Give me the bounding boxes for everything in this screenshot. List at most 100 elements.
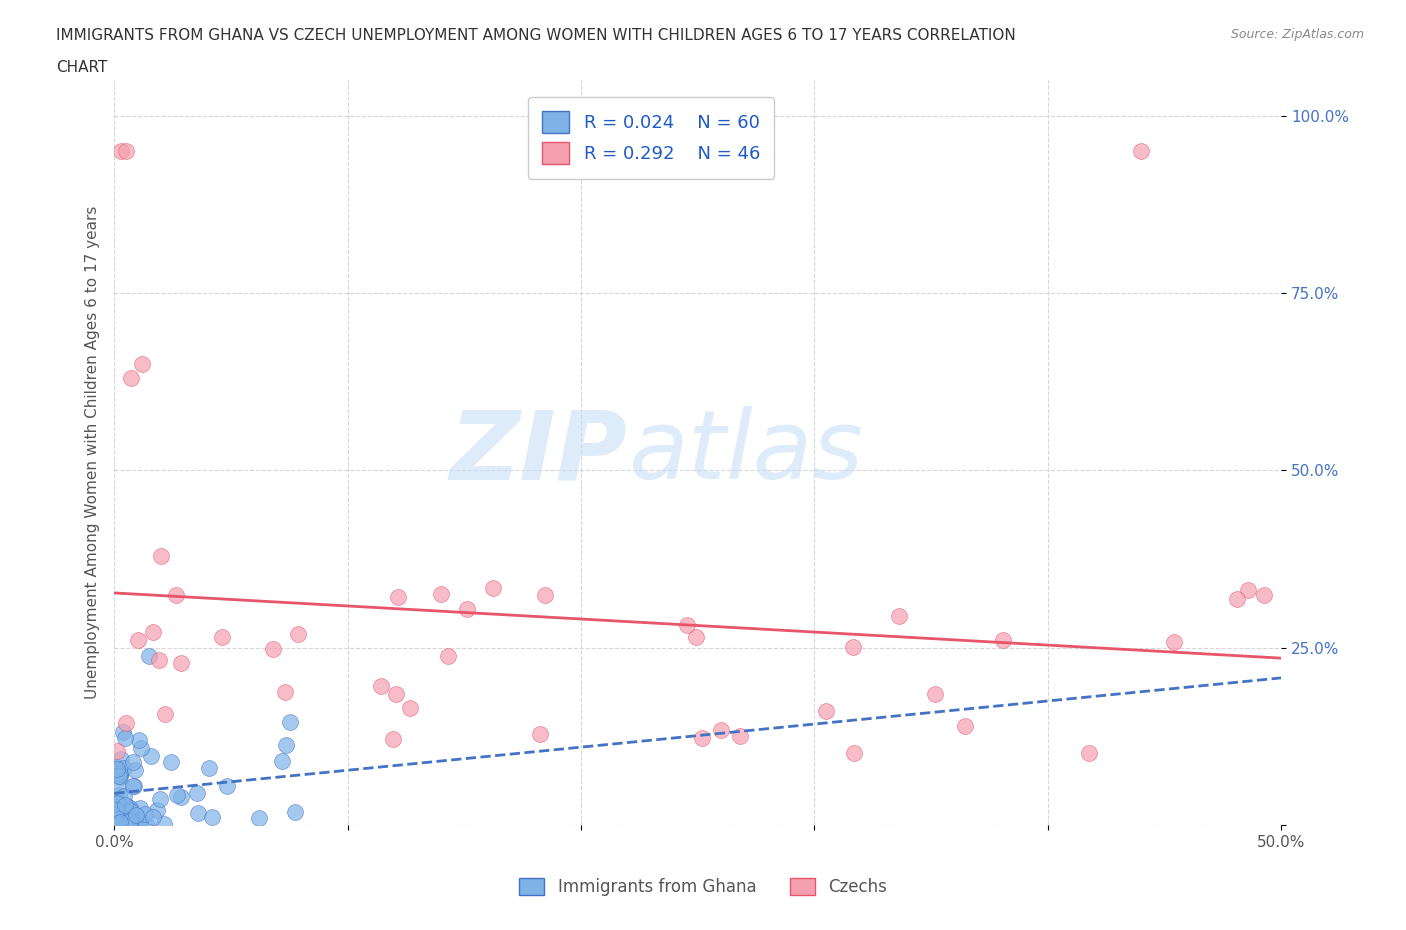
Point <box>262 642 284 657</box>
Point <box>129 813 152 828</box>
Point <box>121 754 143 769</box>
Point <box>142 624 165 639</box>
Point <box>1130 143 1153 158</box>
Point <box>815 704 838 719</box>
Point <box>842 639 865 654</box>
Text: CHART: CHART <box>56 60 108 75</box>
Point <box>685 630 707 644</box>
Point <box>482 580 505 595</box>
Point <box>398 701 420 716</box>
Point <box>112 760 135 775</box>
Point <box>115 816 138 830</box>
Point <box>274 684 297 699</box>
Point <box>108 766 131 781</box>
Point <box>215 778 238 793</box>
Legend: R = 0.024    N = 60, R = 0.292    N = 46: R = 0.024 N = 60, R = 0.292 N = 46 <box>527 97 775 179</box>
Point <box>270 753 292 768</box>
Point <box>159 754 181 769</box>
Point <box>287 627 309 642</box>
Point <box>125 807 148 822</box>
Point <box>456 602 478 617</box>
Point <box>166 588 188 603</box>
Point <box>105 812 128 827</box>
Point <box>135 817 157 831</box>
Point <box>112 802 135 817</box>
Point <box>128 733 150 748</box>
Point <box>129 740 152 755</box>
Point <box>108 769 131 784</box>
Point <box>105 744 128 759</box>
Point <box>211 629 233 644</box>
Point <box>276 737 298 752</box>
Point <box>118 801 141 816</box>
Point <box>105 792 128 807</box>
Point <box>114 797 136 812</box>
Point <box>124 815 146 830</box>
Point <box>110 766 132 781</box>
Point <box>730 729 752 744</box>
Point <box>690 730 713 745</box>
Point <box>529 726 551 741</box>
Point <box>120 371 142 386</box>
Point <box>114 731 136 746</box>
Point <box>170 790 193 804</box>
Point <box>1237 583 1260 598</box>
Point <box>112 789 135 804</box>
Point <box>534 588 557 603</box>
Point <box>153 817 176 832</box>
Point <box>111 724 134 739</box>
Point <box>120 804 142 818</box>
Point <box>108 804 131 819</box>
Point <box>1253 588 1275 603</box>
Point <box>993 633 1015 648</box>
Point <box>149 791 172 806</box>
Point <box>201 809 224 824</box>
Point <box>112 813 135 828</box>
Point <box>105 760 128 775</box>
Point <box>370 678 392 693</box>
Point <box>120 813 142 828</box>
Point <box>1078 746 1101 761</box>
Point <box>187 805 209 820</box>
Point <box>105 796 128 811</box>
Point <box>153 707 176 722</box>
Point <box>278 714 301 729</box>
Point <box>146 803 169 817</box>
Point <box>430 587 453 602</box>
Point <box>249 811 271 826</box>
Point <box>197 760 219 775</box>
Point <box>166 788 188 803</box>
Point <box>710 723 733 737</box>
Point <box>105 762 128 777</box>
Point <box>387 590 409 604</box>
Point <box>107 779 129 794</box>
Point <box>1226 591 1249 606</box>
Point <box>105 803 128 817</box>
Point <box>108 787 131 802</box>
Point <box>889 608 911 623</box>
Point <box>675 618 697 633</box>
Point <box>117 799 139 814</box>
Point <box>139 749 162 764</box>
Point <box>110 143 132 158</box>
Point <box>129 815 152 830</box>
Point <box>108 815 131 830</box>
Point <box>953 718 976 733</box>
Legend: Immigrants from Ghana, Czechs: Immigrants from Ghana, Czechs <box>513 871 893 903</box>
Point <box>127 632 149 647</box>
Point <box>122 778 145 793</box>
Point <box>107 817 129 831</box>
Point <box>844 745 866 760</box>
Y-axis label: Unemployment Among Women with Children Ages 6 to 17 years: Unemployment Among Women with Children A… <box>86 206 100 699</box>
Point <box>124 778 146 793</box>
Point <box>149 548 172 563</box>
Point <box>437 648 460 663</box>
Point <box>134 806 156 821</box>
Point <box>131 356 153 371</box>
Point <box>170 656 193 671</box>
Point <box>142 810 165 825</box>
Point <box>924 686 946 701</box>
Point <box>382 732 405 747</box>
Point <box>384 686 406 701</box>
Text: atlas: atlas <box>627 406 863 499</box>
